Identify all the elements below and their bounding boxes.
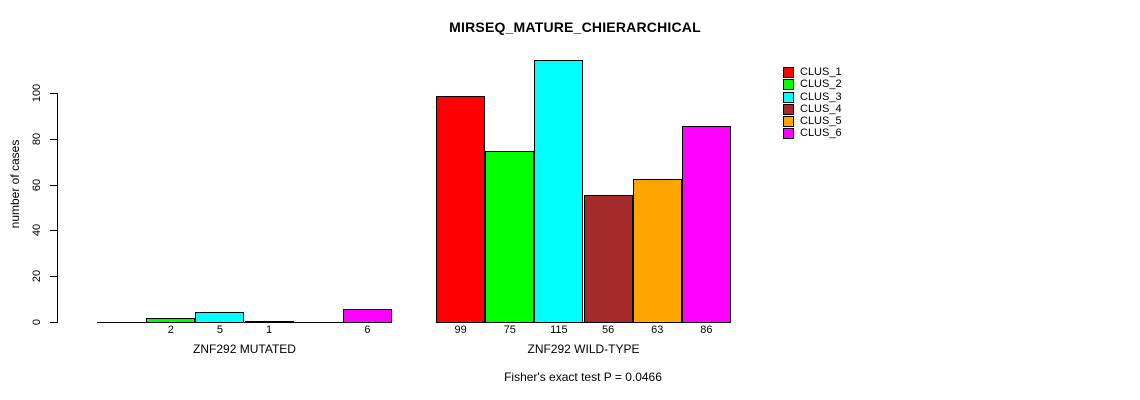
bar-value-label: 56 bbox=[601, 324, 615, 336]
y-axis-tick bbox=[50, 322, 57, 323]
bar-value-label: 99 bbox=[454, 324, 467, 336]
legend-label: CLUS_5 bbox=[800, 115, 842, 127]
bar-clus_2 bbox=[485, 151, 535, 323]
bar-clus_6 bbox=[681, 126, 731, 323]
y-axis-tick bbox=[50, 184, 57, 186]
y-axis-tick bbox=[50, 138, 57, 140]
legend-swatch-icon bbox=[783, 116, 794, 127]
group-label: ZNF292 MUTATED bbox=[193, 342, 296, 356]
bar-clus_6 bbox=[342, 309, 392, 323]
bar-clus_2 bbox=[146, 318, 196, 323]
legend-label: CLUS_2 bbox=[800, 78, 842, 91]
y-axis-line bbox=[57, 93, 58, 323]
bar-value-label: 86 bbox=[700, 324, 713, 336]
bar-clus_4 bbox=[244, 321, 294, 323]
bar-value-label: 115 bbox=[550, 324, 568, 336]
bar-clus_1 bbox=[436, 96, 486, 323]
legend-label: CLUS_3 bbox=[800, 90, 842, 103]
y-axis-tick-label: 80 bbox=[31, 132, 43, 145]
y-axis-tick-label: 60 bbox=[31, 178, 43, 191]
y-axis-tick-label: 100 bbox=[31, 83, 43, 103]
legend-swatch-icon bbox=[783, 79, 794, 91]
bar-value-label: 1 bbox=[266, 324, 273, 336]
chart-title: MIRSEQ_MATURE_CHIERARCHICAL bbox=[449, 19, 701, 35]
legend-label: CLUS_4 bbox=[800, 102, 842, 115]
legend-label: CLUS_6 bbox=[800, 127, 842, 140]
legend-swatch-icon bbox=[783, 128, 794, 140]
legend-swatch-icon bbox=[783, 103, 794, 115]
legend-label: CLUS_1 bbox=[800, 66, 842, 78]
bar-clus_5 bbox=[632, 179, 682, 323]
fisher-test-annotation: Fisher's exact test P = 0.0466 bbox=[504, 370, 662, 384]
group-label: ZNF292 WILD-TYPE bbox=[527, 342, 640, 356]
y-axis-tick bbox=[50, 276, 57, 278]
bar-clus_3 bbox=[534, 60, 584, 323]
y-axis-tick bbox=[50, 230, 57, 232]
bar-value-label: 75 bbox=[503, 324, 516, 336]
legend-swatch-icon bbox=[783, 91, 794, 103]
legend-swatch-icon bbox=[783, 67, 794, 78]
bar-value-label: 6 bbox=[364, 324, 371, 336]
y-axis-tick-label: 20 bbox=[31, 270, 43, 283]
y-axis-tick bbox=[50, 93, 57, 94]
bar-value-label: 63 bbox=[651, 324, 664, 336]
y-axis-label: number of cases bbox=[8, 139, 22, 229]
bar-clus_4 bbox=[583, 195, 633, 323]
bar-value-label: 2 bbox=[167, 324, 174, 336]
bar-value-label: 5 bbox=[216, 324, 223, 336]
y-axis-tick-label: 0 bbox=[31, 318, 43, 326]
bar-clus_3 bbox=[195, 312, 245, 323]
y-axis-tick-label: 40 bbox=[31, 224, 43, 237]
